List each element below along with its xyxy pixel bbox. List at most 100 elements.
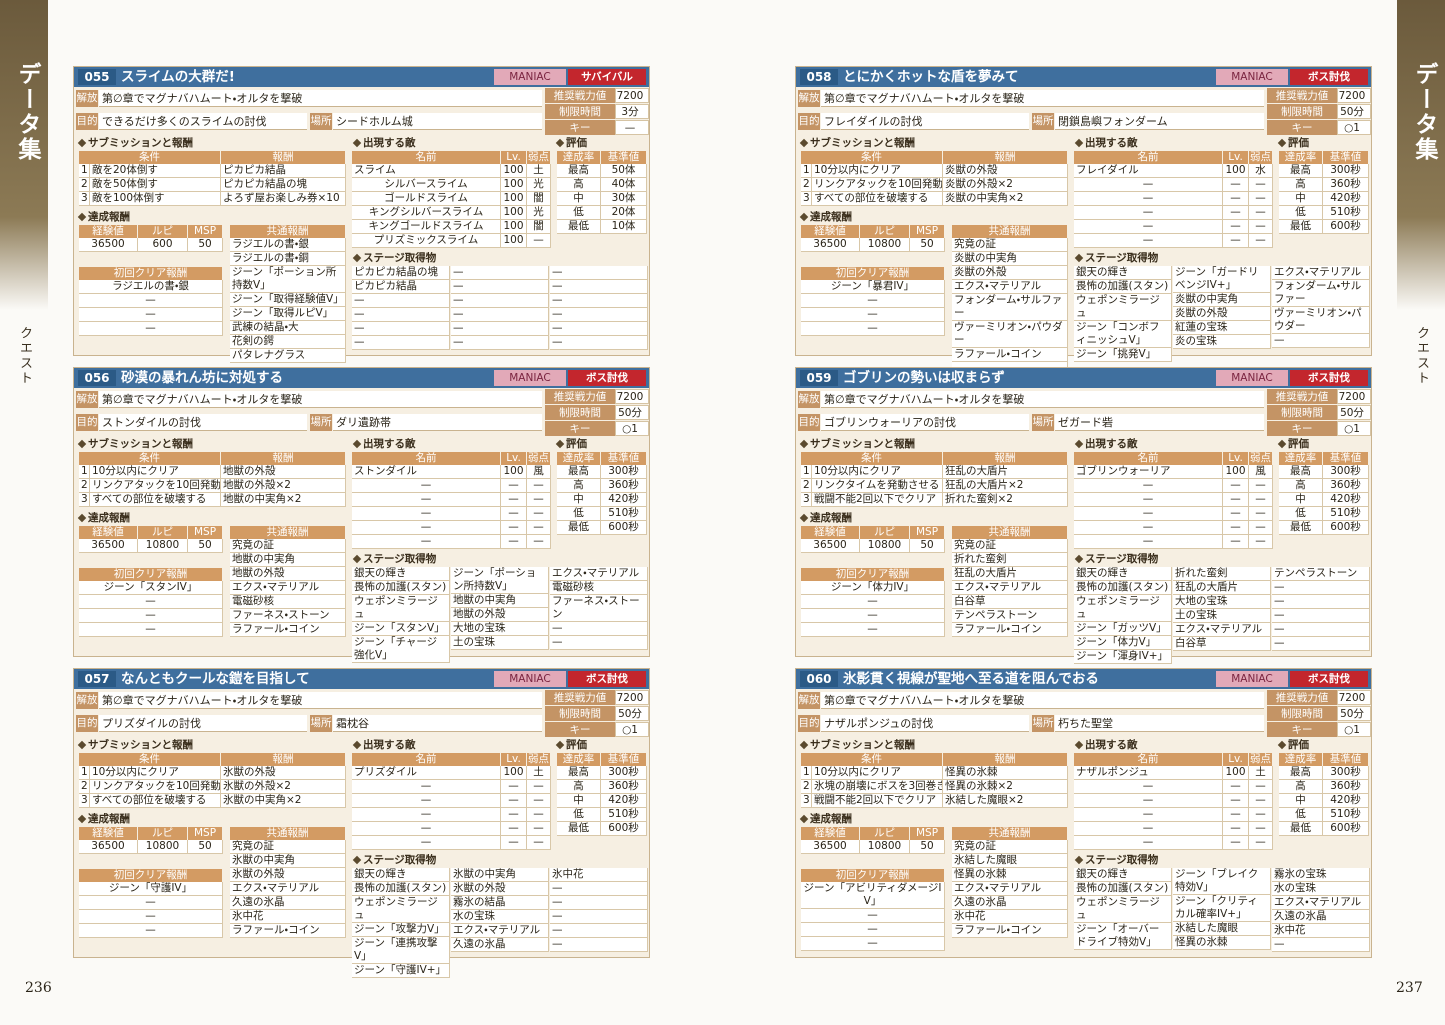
submission-reward: 炎獣の中実角×2	[943, 192, 1068, 206]
evaluation-criterion: 600秒	[1323, 822, 1369, 836]
enemy-weakness: —	[527, 521, 551, 535]
stage-item-item: 銀天の輝き	[352, 868, 450, 882]
table-header: 初回クリア報酬	[79, 869, 223, 882]
submission-number: 2	[801, 178, 812, 192]
enemy-level: 100	[1223, 465, 1249, 479]
enemy-level: 100	[501, 192, 527, 206]
location-text: 霜枕谷	[333, 715, 542, 732]
first-clear-reward-item: —	[79, 294, 223, 308]
evaluation-criterion: 600秒	[1323, 220, 1369, 234]
enemy-weakness: 光	[527, 206, 551, 220]
enemy-name: シルバースライム	[352, 178, 501, 192]
stage-item-item: 銀天の輝き	[1074, 868, 1172, 882]
stage-item-item: ウェポンミラージュ	[1074, 896, 1172, 923]
table-header: ルピ	[138, 827, 188, 840]
first-clear-reward-item: —	[79, 595, 223, 609]
table-header: 初回クリア報酬	[801, 568, 945, 581]
achievement-value: 600	[138, 238, 188, 252]
enemy-name: スライム	[352, 164, 501, 178]
stage-item-item: 氷結した魔眼	[1173, 922, 1271, 936]
side-tab	[1397, 0, 1445, 310]
stat-value: 7200	[1337, 690, 1371, 705]
stat-label: キー	[545, 722, 615, 737]
evaluation-criterion: 300秒	[1323, 465, 1369, 479]
stage-item-item: 紅蓮の宝珠	[1173, 321, 1271, 335]
evaluation-criterion: 510秒	[1323, 507, 1369, 521]
table-header: Lv.	[1223, 151, 1249, 164]
first-clear-reward-item: —	[79, 322, 223, 336]
enemy-name: —	[352, 794, 501, 808]
enemy-name: —	[1074, 220, 1223, 234]
stage-item-item: ジーン「守護IV+」	[352, 964, 450, 978]
enemy-weakness: —	[1249, 234, 1273, 248]
page-number: 236	[25, 980, 52, 996]
stage-item-item: ジーン「ガッツV」	[1074, 622, 1172, 636]
quest-number: 055	[78, 69, 116, 85]
stage-item-item: 霧氷の宝珠	[1272, 868, 1370, 882]
table-header: 報酬	[943, 452, 1068, 465]
stage-item-item: 氷中花	[550, 868, 648, 882]
first-clear-reward-item: ジーン「体力IV」	[801, 581, 945, 595]
table-header: 経験値	[801, 225, 860, 238]
evaluation-rate: 低	[557, 507, 601, 521]
difficulty: MANIAC	[494, 671, 566, 687]
table-header: ルピ	[860, 526, 910, 539]
stage-item: 銀天の輝き 畏怖の加護(スタン) ウェポンミラージュ ジーン「攻撃力V」 ジーン「連携攻…	[352, 868, 450, 978]
enemy-weakness: 土	[527, 164, 551, 178]
enemy-name: —	[1074, 507, 1223, 521]
stage-item-item: テンペラストーン	[1272, 567, 1370, 581]
evaluation-criterion: 420秒	[1323, 192, 1369, 206]
section-title: 達成報酬	[77, 813, 197, 826]
enemy-weakness: 光	[527, 178, 551, 192]
unlock-text: 第∅章でマグナバハムート・オルタを撃破	[99, 391, 542, 408]
stage-item-item: 氷中花	[1272, 924, 1370, 938]
quest-tag: ボス討伐	[568, 671, 646, 687]
submission-number: 1	[801, 164, 812, 178]
enemy-name: キングゴールドスライム	[352, 220, 501, 234]
enemy-weakness: —	[1249, 780, 1273, 794]
enemy-name: —	[1074, 234, 1223, 248]
first-clear-reward-item: —	[801, 294, 945, 308]
table-header: 報酬	[221, 151, 346, 164]
enemy-level: —	[1223, 780, 1249, 794]
submission-condition: すべての部位を破壊する	[90, 493, 221, 507]
first-clear-reward-item: —	[79, 308, 223, 322]
enemy-level: —	[501, 822, 527, 836]
stage-item-item: —	[352, 336, 450, 350]
table-header: 条件	[801, 151, 943, 164]
stage-item-item: ピカピカ結晶の塊	[352, 266, 450, 280]
stage-item: ジーン「ブレイク特効V」 ジーン「クリティカル確率IV+」 氷結した魔眼 怪異の氷棘	[1173, 868, 1271, 950]
first-clear-reward: ジーン「アビリティダメージIV」 — — —	[801, 882, 945, 951]
table-header: MSP	[910, 526, 945, 539]
enemy-level: —	[1223, 479, 1249, 493]
unlock-label: 解放	[798, 90, 820, 107]
enemy-name: —	[1074, 479, 1223, 493]
stat-value: ○1	[1337, 120, 1371, 135]
achievement-value: 36500	[79, 840, 138, 854]
side-tab	[0, 0, 48, 310]
enemy-weakness: 土	[527, 766, 551, 780]
common-reward-item: 久遠の氷晶	[952, 896, 1068, 910]
section-title: 評価	[555, 739, 635, 752]
table-header: 基準値	[1323, 452, 1369, 465]
stage-item: テンペラストーン — — — — —	[1272, 567, 1370, 651]
enemy-name: —	[1074, 780, 1223, 794]
stat-value: ○1	[615, 722, 649, 737]
purpose-text: フレイダイルの討伐	[821, 113, 1029, 130]
purpose-label: 目的	[798, 113, 820, 130]
evaluation-criterion: 510秒	[1323, 808, 1369, 822]
common-reward-item: 氷中花	[952, 910, 1068, 924]
common-reward: 究竟の証 炎獣の中実角 炎獣の外殻 エクス・マテリアル フォンダーム・サルファー ヴァーミ…	[952, 238, 1068, 376]
location-text: ダリ遺跡帯	[333, 414, 542, 431]
section-title: 評価	[1277, 739, 1357, 752]
stage-item-item: 銀天の輝き	[1074, 266, 1172, 280]
location-text: ゼガード砦	[1055, 414, 1264, 431]
table-header: 経験値	[79, 827, 138, 840]
unlock-label: 解放	[798, 391, 820, 408]
enemy-weakness: —	[527, 808, 551, 822]
evaluation-criterion: 510秒	[1323, 206, 1369, 220]
common-reward-item: エクス・マテリアル	[230, 581, 346, 595]
submission-number: 2	[79, 178, 90, 192]
evaluation-criterion: 510秒	[601, 808, 647, 822]
section-title: ステージ取得物	[1074, 854, 1224, 867]
